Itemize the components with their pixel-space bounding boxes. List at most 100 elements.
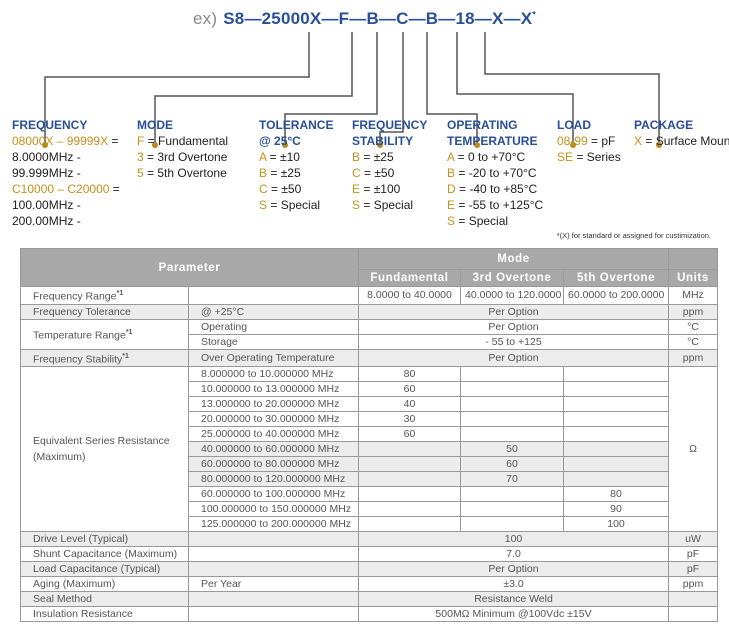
field-frequency: FREQUENCY 08000X – 99999X = 8.0000MHz -99.…	[12, 117, 120, 229]
option-code: C10000 – C20000	[12, 182, 110, 196]
table-row: Shunt Capacitance (Maximum) 7.0 pF	[20, 546, 719, 562]
esr-range: 20.000000 to 30.000000 MHz	[187, 411, 360, 427]
unit: pF	[668, 546, 719, 562]
field-title: STABILITY	[352, 134, 414, 148]
label: Insulation Resistance	[20, 606, 189, 622]
esr-value: 60	[358, 381, 462, 397]
field-mode: MODE F = Fundamental 3 = 3rd Overtone 5 = 5…	[137, 117, 228, 181]
option-code: 3	[137, 150, 144, 164]
field-tolerance: TOLERANCE @ 25°C A = ±10 B = ±25 C = ±50 S = …	[259, 117, 333, 213]
bullet-icon	[656, 142, 662, 148]
footnote-mark: *	[532, 9, 536, 20]
example-prefix: ex)	[193, 9, 218, 28]
option-desc: = ±25	[267, 166, 301, 180]
condition: Per Year	[187, 576, 360, 592]
condition: Operating	[187, 318, 360, 335]
condition	[187, 591, 360, 607]
option-desc: = ±100	[360, 182, 401, 196]
field-title: FREQUENCY	[352, 118, 428, 132]
row-temperature-operating: Temperature Range*1 Operating Per Option °C	[20, 318, 719, 350]
row-frequency-stability: Frequency Stability*1 Over Operating Temp…	[20, 348, 719, 367]
esr-range: 13.000000 to 20.000000 MHz	[187, 396, 360, 412]
table-row: Insulation Resistance 500MΩ Minimum @100V…	[20, 606, 719, 622]
bullet-icon	[42, 142, 48, 148]
option-desc: = Fundamental	[144, 134, 229, 148]
empty-cell	[563, 396, 670, 412]
field-title: MODE	[137, 118, 173, 132]
connector-stability	[379, 32, 404, 144]
option-desc: = ±50	[267, 182, 302, 196]
option-code: B	[447, 166, 456, 180]
empty-cell	[358, 501, 462, 517]
field-title: @ 25°C	[259, 134, 301, 148]
esr-range: 60.000000 to 100.000000 MHz	[187, 486, 360, 502]
row-frequency-range: Frequency Range*1 8.0000 to 40.0000 40.000…	[20, 286, 719, 305]
label: Seal Method	[20, 591, 189, 607]
esr-value: 30	[358, 411, 462, 427]
value: Per Option	[358, 318, 670, 335]
header-third: 3rd Overtone	[460, 269, 565, 287]
esr-label-line: Equivalent Series Resistance	[33, 435, 170, 447]
field-title: FREQUENCY	[12, 118, 88, 132]
field-option: S = Special	[352, 197, 427, 213]
condition: Over Operating Temperature	[187, 348, 360, 367]
header-fifth: 5th Overtone	[563, 269, 670, 287]
connector-frequency	[44, 32, 310, 144]
option-desc: = ±10	[266, 150, 300, 164]
header-fundamental: Fundamental	[358, 269, 462, 287]
field-option: 08000X – 99999X =	[12, 133, 120, 149]
field-option: A = ±10	[259, 149, 333, 165]
table-row: Load Capacitance (Typical) Per Option pF	[20, 561, 719, 577]
esr-value: 80	[563, 486, 670, 502]
empty-cell	[460, 396, 565, 412]
option-code: 5	[137, 166, 144, 180]
row-esr: 60.000000 to 100.000000 MHz 80	[21, 486, 718, 502]
field-option: SE = Series	[557, 149, 621, 165]
part-number: S8—25000X—F—B—C—B—18—X—X	[223, 9, 533, 28]
field-title: TEMPERATURE	[447, 134, 538, 148]
bullet-icon	[152, 142, 158, 148]
unit: °C	[668, 318, 719, 335]
unit: uW	[668, 531, 719, 547]
connector-mode	[154, 32, 353, 144]
empty-cell	[563, 366, 670, 382]
option-code: S	[447, 214, 456, 228]
value-fifth: 60.0000 to 200.0000	[563, 286, 670, 305]
option-desc: = pF	[587, 134, 616, 148]
option-desc: = -55 to +125°C	[455, 198, 544, 212]
condition: @ +25°C	[187, 303, 360, 320]
option-code: D	[447, 182, 456, 196]
unit: MHz	[668, 286, 719, 305]
option-code: B	[259, 166, 268, 180]
part-number-example: ex) S8—25000X—F—B—C—B—18—X—X*	[0, 9, 729, 29]
option-code: E	[352, 182, 361, 196]
table-row: Seal Method Resistance Weld	[20, 591, 719, 607]
unit	[668, 606, 719, 622]
row-esr: 20.000000 to 30.000000 MHz 30	[21, 411, 718, 427]
option-desc: = Special	[455, 214, 509, 228]
field-title: LOAD	[557, 118, 591, 132]
label: Temperature Range	[33, 329, 126, 342]
header-blank	[668, 248, 719, 270]
esr-range: 125.000000 to 200.000000 MHz	[187, 516, 360, 532]
empty-cell	[358, 471, 462, 487]
row-temperature-storage: Storage - 55 to +125 °C	[21, 333, 719, 350]
option-desc: 99.999MHz -	[12, 166, 81, 180]
esr-value: 80	[358, 366, 462, 382]
esr-value: 100	[563, 516, 670, 532]
label: Load Capacitance (Typical)	[20, 561, 189, 577]
esr-value: 40	[358, 396, 462, 412]
note-mark: *1	[116, 290, 124, 297]
esr-range: 40.000000 to 60.000000 MHz	[187, 441, 360, 457]
option-desc: = Special	[267, 198, 321, 212]
condition	[187, 606, 360, 622]
field-title: PACKAGE	[634, 118, 694, 132]
option-desc: = Surface Moun	[642, 134, 729, 148]
esr-range: 25.000000 to 40.000000 MHz	[187, 426, 360, 442]
header-units: Units	[668, 269, 719, 287]
label: Frequency Tolerance	[20, 303, 189, 320]
empty-cell	[460, 501, 565, 517]
field-option: C10000 – C20000 =	[12, 181, 120, 197]
table-row: Drive Level (Typical) 100 uW	[20, 531, 719, 547]
option-code: A	[447, 150, 455, 164]
